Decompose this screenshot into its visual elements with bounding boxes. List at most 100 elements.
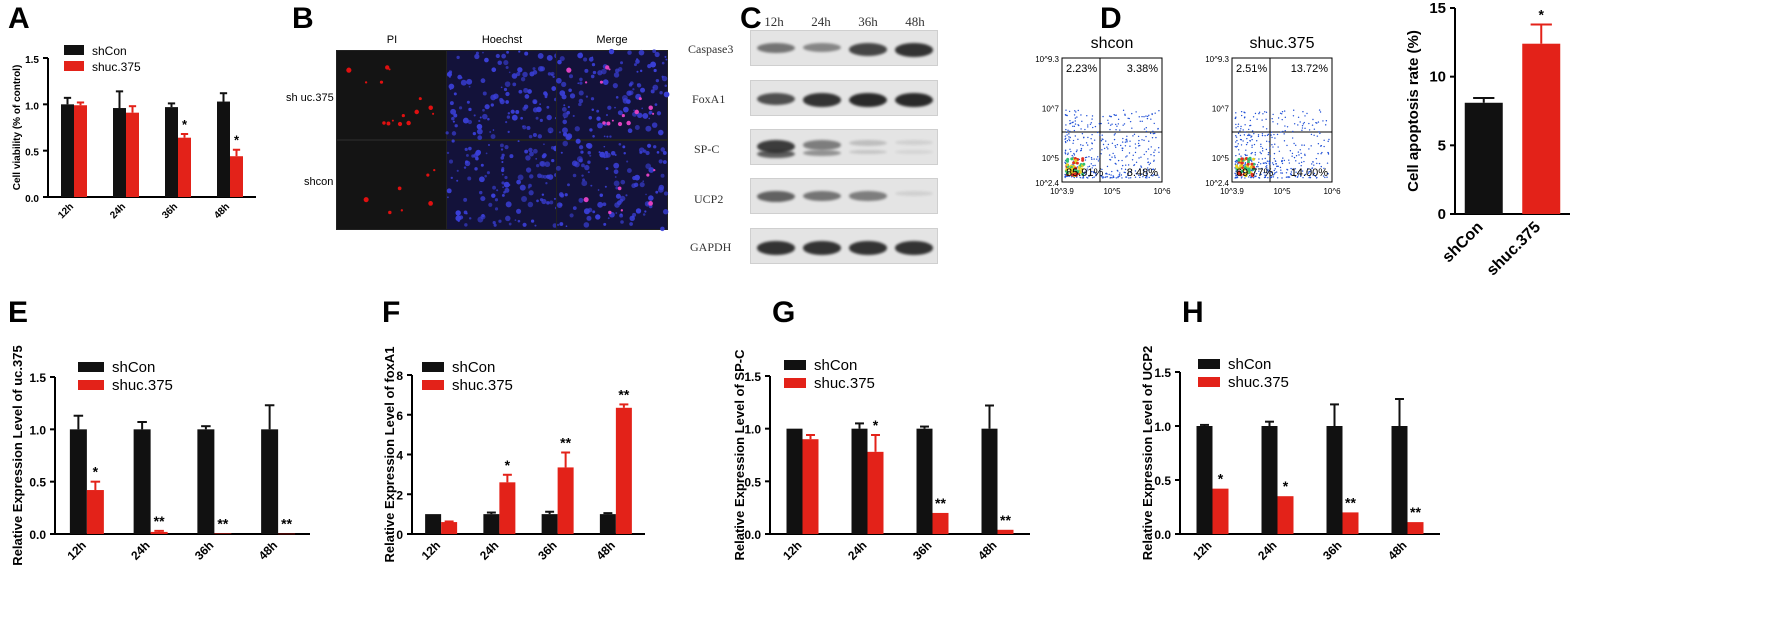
event-dot [1111,170,1113,173]
pi-dot [620,209,623,212]
event-dot [1237,125,1239,128]
nucleus-dot [512,82,517,87]
nucleus-dot [472,131,477,136]
event-dot [1069,123,1071,125]
nucleus-dot [509,154,514,159]
nucleus-dot [455,210,461,216]
nucleus-dot [623,152,626,155]
nucleus-dot [448,70,453,74]
nucleus-dot [510,109,515,114]
event-dot [1237,123,1240,125]
nucleus-dot [562,127,568,134]
event-dot [1312,118,1314,121]
event-dot [1235,176,1237,179]
event-dot [1118,175,1121,177]
event-dot [1120,174,1123,176]
nucleus-dot [506,50,510,54]
nucleus-dot [516,71,521,77]
flow-frame [1231,57,1333,183]
nucleus-dot [550,71,555,76]
event-dot [1273,157,1275,160]
nucleus-dot [518,50,521,53]
event-dot [1105,173,1107,175]
nucleus-dot [493,223,497,227]
wb-band [895,191,933,196]
pi-dot [428,105,433,110]
event-dot [1094,125,1097,128]
event-dot [1265,111,1268,114]
event-dot [1304,115,1306,117]
event-dot [1113,113,1115,116]
nucleus-dot [618,67,623,72]
nucleus-dot [535,157,538,160]
event-dot [1091,176,1094,179]
nucleus-dot [505,201,512,208]
event-dot [1273,133,1275,136]
nucleus-dot [536,199,539,203]
event-dot [1308,129,1311,131]
nucleus-dot [559,222,564,226]
nucleus-dot [464,223,468,227]
nucleus-dot [547,174,554,180]
event-dot [1234,117,1237,120]
event-dot [1111,177,1113,179]
event-dot [1121,159,1123,162]
nucleus-dot [614,176,617,178]
event-dot [1103,147,1106,150]
event-dot [1311,163,1313,165]
event-dot [1121,149,1124,152]
nucleus-dot [446,151,450,155]
nucleus-dot [647,143,652,148]
event-dot [1091,142,1093,145]
nucleus-dot [614,106,616,109]
event-dot [1271,117,1273,120]
y-axis-title: Relative Expression Level of uc.375 [10,345,25,565]
nucleus-dot [584,164,590,171]
quad-ll: 69.77% [1236,167,1274,179]
flow-x-tick: 10^5 [1103,187,1121,196]
x-tick-label: shuc.375 [1484,219,1545,280]
event-dot [1244,116,1246,118]
event-dot [1273,152,1276,155]
event-dot [1158,176,1160,178]
nucleus-dot [453,92,457,96]
event-dot [1286,169,1289,171]
nucleus-dot [597,201,604,208]
event-dot [1265,162,1268,165]
nucleus-dot [602,79,609,85]
event-dot [1302,123,1305,125]
event-dot [1245,143,1248,146]
event-dot [1251,130,1254,132]
event-dot [1265,118,1267,121]
event-dot [1246,137,1248,140]
nucleus-dot [664,55,667,58]
event-dot [1138,174,1140,177]
event-dot [1151,175,1154,177]
event-dot [1100,175,1102,177]
event-dot [1256,118,1258,120]
event-dot [1239,138,1242,141]
event-dot [1139,168,1141,170]
event-dot [1240,110,1243,113]
nucleus-dot [528,147,533,153]
event-dot [1255,168,1257,171]
pi-dot [648,201,653,206]
event-dot [1304,154,1306,157]
nucleus-dot [579,81,583,85]
event-dot [1278,150,1281,153]
event-dot [1098,123,1101,125]
event-dot [1326,176,1328,178]
nucleus-dot [523,104,529,110]
event-dot [1286,144,1288,147]
pi-dot [617,121,623,127]
event-dot [1303,144,1306,146]
pi-dot [388,68,391,71]
nucleus-dot [569,213,574,218]
nucleus-dot [654,51,660,58]
event-dot [1148,176,1150,179]
event-dot [1082,144,1084,147]
legend-swatch-shCon [784,360,806,370]
pi-dot [364,81,368,84]
nucleus-dot [516,179,521,185]
